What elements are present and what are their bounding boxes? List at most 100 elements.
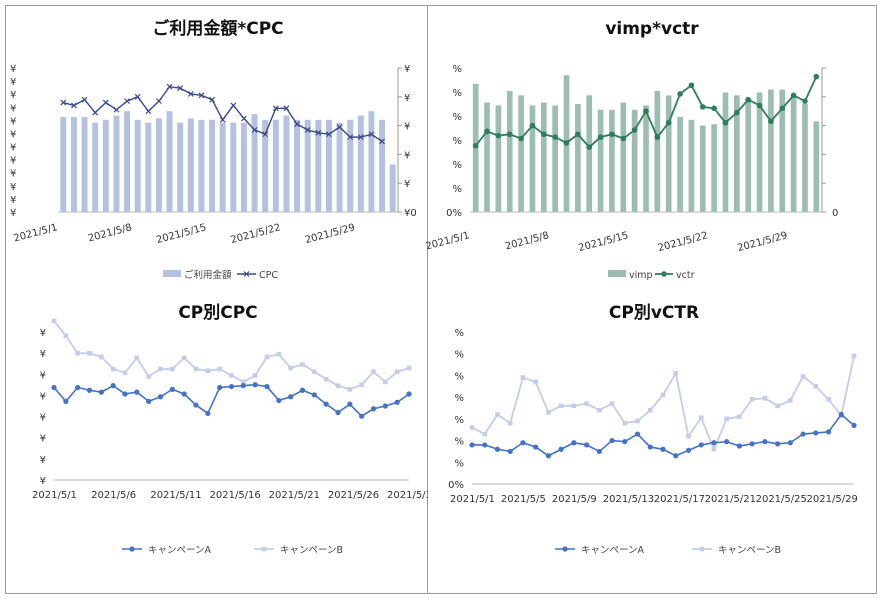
x-tick-label: 2021/5/1 xyxy=(13,222,59,244)
bar xyxy=(283,115,290,212)
point-marker xyxy=(394,369,400,375)
point-marker xyxy=(686,433,691,439)
point-marker xyxy=(323,376,329,382)
point-marker xyxy=(609,437,615,444)
point-marker xyxy=(379,138,385,145)
point-marker xyxy=(312,369,317,375)
point-marker xyxy=(737,414,742,419)
y-tick-label: % xyxy=(454,458,464,469)
chart-vimp-vctr: vimp*vctr%%%%%% 0% 0 2021/5/1 2021/5/8 2021/5… xyxy=(425,19,839,281)
point-marker xyxy=(75,350,80,356)
point-marker xyxy=(169,386,175,392)
y-left-tick-label: % xyxy=(452,136,462,147)
x-tick-label: 2021/5/26 xyxy=(328,490,379,501)
point-marker xyxy=(134,93,141,100)
point-marker xyxy=(311,392,317,398)
point-marker xyxy=(113,106,120,113)
point-marker xyxy=(170,366,175,372)
point-marker xyxy=(134,389,140,395)
legend-label: vimp xyxy=(629,270,653,281)
point-marker xyxy=(575,131,581,138)
point-marker xyxy=(370,406,377,412)
x-tick-label: 2021/5/11 xyxy=(150,490,201,501)
point-marker xyxy=(790,92,797,99)
point-marker xyxy=(745,96,751,103)
point-marker xyxy=(631,127,638,133)
point-marker xyxy=(622,420,628,426)
point-marker xyxy=(597,134,604,140)
point-marker xyxy=(347,134,354,141)
x-tick-label: 2021/5/5 xyxy=(501,494,546,505)
chart-title: CP別vCTR xyxy=(609,303,699,323)
y-left-tick-label: ¥ xyxy=(10,143,16,154)
chart-panel-cp-vctr: CP別vCTR%%%%%%% 0% 2021/5/1 2021/5/5 2021/5/9… xyxy=(428,292,877,594)
point-marker xyxy=(406,391,412,397)
x-tick-label: 2021/5/29 xyxy=(807,494,858,505)
bar xyxy=(688,119,695,212)
point-marker xyxy=(545,453,551,459)
point-marker xyxy=(688,82,695,89)
point-marker xyxy=(146,374,151,379)
point-marker xyxy=(724,416,729,422)
x-tick-label: 2021/5/31 xyxy=(387,490,438,501)
point-marker xyxy=(181,355,187,361)
bar xyxy=(643,105,649,212)
bar xyxy=(389,164,396,212)
point-marker xyxy=(802,98,808,104)
bar xyxy=(251,114,258,212)
point-marker xyxy=(813,383,819,389)
point-marker xyxy=(158,366,163,372)
bar xyxy=(552,105,558,212)
y-right-tick-label: ¥ xyxy=(404,150,410,161)
point-marker xyxy=(520,440,526,446)
point-marker xyxy=(276,397,282,404)
legend-marker xyxy=(699,546,705,552)
point-marker xyxy=(283,105,290,112)
legend-label: vctr xyxy=(676,270,695,281)
point-marker xyxy=(383,379,388,385)
point-marker xyxy=(51,384,57,391)
y-left-tick-label: ¥ xyxy=(10,195,16,206)
point-marker xyxy=(300,362,305,367)
point-marker xyxy=(838,411,844,418)
y-right-tick-label: ¥0 xyxy=(404,208,417,219)
point-marker xyxy=(122,370,128,375)
point-marker xyxy=(92,109,99,116)
bar xyxy=(209,119,216,212)
x-tick-label: 2021/5/21 xyxy=(705,494,756,505)
bar xyxy=(262,119,269,212)
point-marker xyxy=(241,379,246,385)
point-marker xyxy=(622,439,628,445)
bar xyxy=(484,102,490,212)
bar xyxy=(734,95,740,212)
y-right-tick-label: 0 xyxy=(832,208,838,219)
bar xyxy=(230,122,237,212)
point-marker xyxy=(347,387,353,392)
bar xyxy=(272,119,279,212)
point-marker xyxy=(698,442,704,448)
point-marker xyxy=(529,122,536,129)
point-marker xyxy=(711,440,717,446)
point-marker xyxy=(634,431,641,437)
point-marker xyxy=(620,135,627,142)
point-marker xyxy=(102,99,109,106)
bar xyxy=(379,119,386,212)
bar xyxy=(529,105,536,212)
legend-swatch-bar xyxy=(608,270,626,277)
x-tick-label: 2021/5/29 xyxy=(736,230,788,254)
point-marker xyxy=(699,104,706,110)
point-marker xyxy=(205,410,211,416)
y-right-tick-label: ¥ xyxy=(404,122,410,133)
point-marker xyxy=(685,447,692,453)
y-tick-label: ¥ xyxy=(40,455,46,466)
bar xyxy=(745,98,752,212)
point-marker xyxy=(484,128,490,135)
point-marker xyxy=(87,350,92,356)
x-tick-label: 2021/5/8 xyxy=(504,230,550,252)
point-marker xyxy=(60,99,67,106)
point-marker xyxy=(63,398,69,404)
point-marker xyxy=(673,370,679,376)
x-tick-label: 2021/5/25 xyxy=(756,494,807,505)
bar xyxy=(325,119,332,212)
y-tick-label: ¥ xyxy=(40,370,46,381)
